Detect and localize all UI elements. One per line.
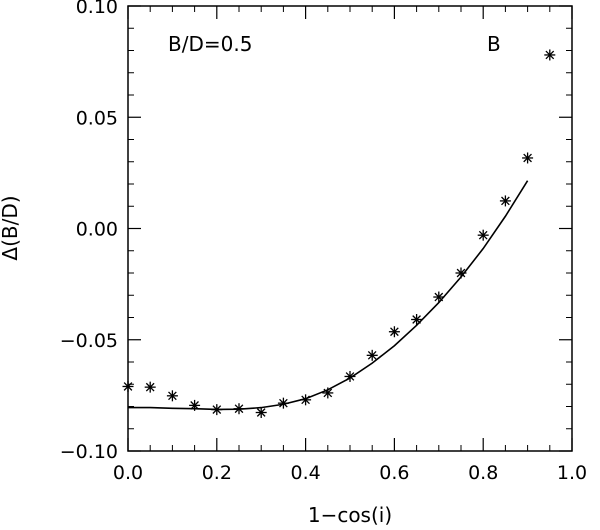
asterisk-stroke xyxy=(145,382,155,392)
data-point xyxy=(166,390,178,402)
data-point xyxy=(455,267,467,279)
fit-curve xyxy=(128,180,529,411)
data-point xyxy=(544,49,556,61)
asterisk-stroke xyxy=(301,395,310,405)
asterisk-stroke xyxy=(234,404,244,414)
data-point xyxy=(277,397,289,409)
annotation-bd: B/D=0.5 xyxy=(168,32,252,56)
data-markers xyxy=(122,49,556,419)
asterisk-stroke xyxy=(256,408,266,417)
data-point xyxy=(344,370,356,382)
data-point xyxy=(211,404,223,416)
asterisk-stroke xyxy=(190,401,199,410)
asterisk-stroke xyxy=(523,153,532,163)
asterisk-stroke xyxy=(412,315,421,324)
x-tick-label: 1.0 xyxy=(557,462,587,484)
data-point xyxy=(477,229,489,241)
x-tick-label: 0.0 xyxy=(113,462,143,484)
data-point xyxy=(411,314,423,326)
y-axis-label: Δ(B/D) xyxy=(0,195,22,260)
asterisk-stroke xyxy=(345,372,355,381)
asterisk-stroke xyxy=(212,405,222,414)
y-tick-label: 0.05 xyxy=(76,107,118,129)
asterisk-stroke xyxy=(434,292,444,302)
y-tick-label: −0.10 xyxy=(60,441,118,463)
asterisk-stroke xyxy=(323,388,333,398)
asterisk-stroke xyxy=(545,50,555,60)
data-point xyxy=(366,349,378,361)
data-point xyxy=(433,291,445,303)
data-point xyxy=(300,394,312,406)
x-tick-label: 0.8 xyxy=(468,462,498,484)
asterisk-stroke xyxy=(168,391,177,401)
y-tick-label: 0.10 xyxy=(76,0,118,18)
asterisk-stroke xyxy=(123,382,133,391)
data-point xyxy=(255,407,267,419)
y-tick-label: −0.05 xyxy=(60,330,118,352)
asterisk-stroke xyxy=(390,327,399,337)
data-point xyxy=(499,195,511,207)
asterisk-stroke xyxy=(478,230,488,240)
ticks xyxy=(127,5,573,452)
asterisk-stroke xyxy=(456,268,466,278)
data-point xyxy=(122,380,134,392)
plot-frame xyxy=(127,5,573,452)
tick-labels: 0.0 0.2 0.4 0.6 0.8 1.0 −0.10 −0.05 0.00 0.05 0.10 xyxy=(60,0,587,484)
data-point xyxy=(189,399,201,411)
annotation-band: B xyxy=(487,32,501,56)
data-point xyxy=(322,387,334,399)
data-point xyxy=(144,381,156,393)
x-tick-label: 0.2 xyxy=(202,462,232,484)
asterisk-stroke xyxy=(367,350,377,360)
x-tick-label: 0.6 xyxy=(379,462,409,484)
x-tick-label: 0.4 xyxy=(290,462,320,484)
data-point xyxy=(233,403,245,415)
asterisk-stroke xyxy=(279,398,288,408)
data-point xyxy=(522,152,534,164)
x-axis-label: 1−cos(i) xyxy=(308,503,392,527)
data-point xyxy=(388,326,400,338)
y-tick-label: 0.00 xyxy=(76,219,118,241)
asterisk-stroke xyxy=(501,196,510,206)
